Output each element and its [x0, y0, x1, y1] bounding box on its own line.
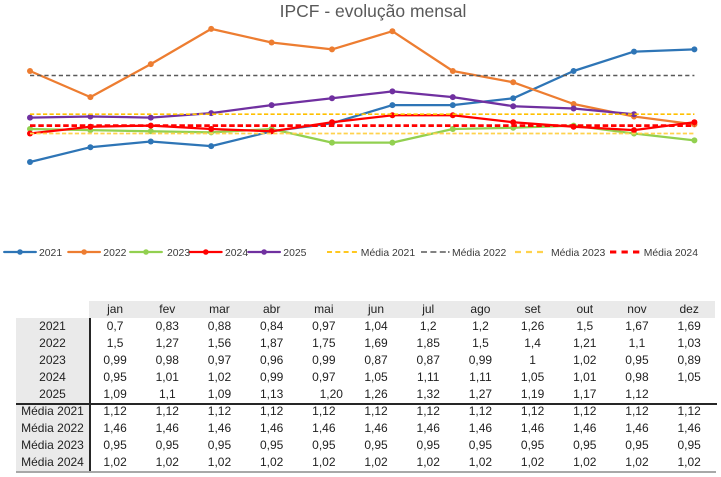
svg-text:2024: 2024: [225, 248, 248, 259]
svg-text:2022: 2022: [103, 248, 126, 259]
svg-text:2021: 2021: [39, 248, 62, 259]
svg-text:Média 2021: Média 2021: [361, 248, 416, 259]
svg-text:2023: 2023: [167, 248, 190, 259]
svg-text:Média 2022: Média 2022: [452, 248, 507, 259]
svg-text:2025: 2025: [283, 248, 306, 259]
svg-text:Média 2024: Média 2024: [644, 248, 699, 259]
svg-text:Média 2023: Média 2023: [551, 248, 606, 259]
